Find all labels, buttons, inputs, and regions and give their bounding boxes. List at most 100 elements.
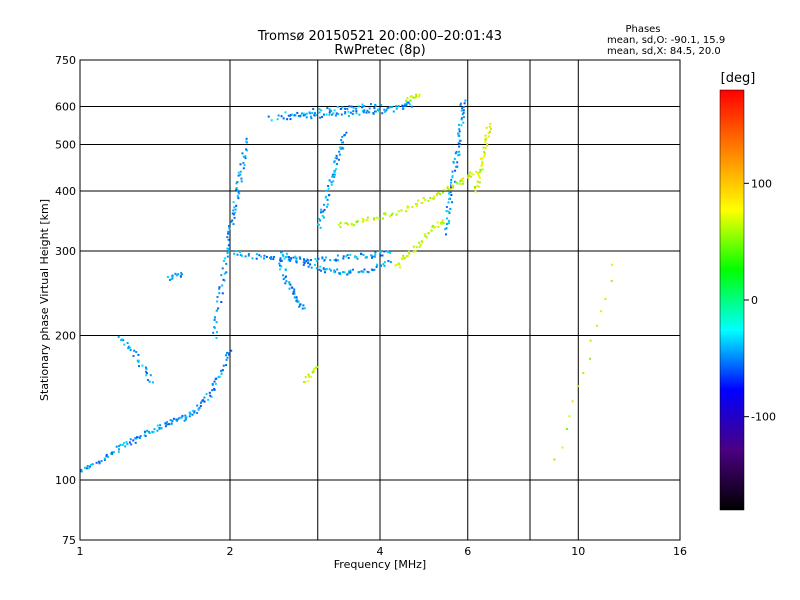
data-point — [291, 286, 294, 289]
data-point — [147, 430, 150, 433]
data-point — [310, 375, 313, 378]
y-tick-label: 300 — [55, 245, 76, 258]
data-point — [375, 216, 378, 219]
data-point — [216, 309, 218, 312]
data-point — [383, 108, 386, 111]
data-point — [477, 175, 480, 177]
data-point — [347, 223, 349, 226]
data-point — [355, 110, 358, 113]
data-point — [305, 260, 308, 263]
data-point — [408, 103, 411, 106]
data-point — [321, 214, 324, 217]
data-point — [486, 143, 489, 146]
data-point — [209, 394, 212, 397]
data-point — [477, 171, 480, 174]
data-point — [287, 256, 290, 258]
data-point — [467, 174, 470, 177]
data-point — [443, 188, 446, 191]
data-point — [485, 126, 488, 129]
data-point — [239, 251, 241, 253]
y-tick-label: 100 — [55, 474, 76, 487]
data-point — [175, 420, 178, 422]
data-point — [378, 110, 381, 113]
data-point — [330, 109, 333, 112]
data-point — [577, 385, 580, 388]
data-point — [189, 411, 192, 414]
data-point — [164, 422, 167, 425]
data-point — [286, 118, 289, 121]
data-point — [462, 121, 465, 124]
data-point — [378, 217, 380, 220]
data-point — [406, 255, 409, 257]
x-tick-label: 16 — [673, 545, 687, 558]
data-point — [241, 254, 243, 257]
data-point — [236, 195, 239, 198]
data-point — [322, 210, 325, 213]
data-point — [389, 106, 391, 109]
data-point — [318, 218, 321, 220]
data-point — [370, 268, 373, 271]
data-point — [470, 172, 473, 175]
data-point — [136, 436, 139, 439]
data-point — [452, 160, 455, 163]
data-point — [159, 424, 162, 427]
data-point — [239, 254, 242, 256]
data-point — [132, 355, 135, 357]
data-point — [395, 213, 398, 216]
data-point — [280, 251, 282, 254]
data-point — [214, 382, 217, 385]
data-point — [235, 204, 238, 207]
data-point — [134, 437, 137, 440]
data-point — [341, 106, 344, 109]
data-point — [361, 106, 364, 109]
data-point — [472, 173, 475, 176]
data-point — [134, 441, 137, 444]
data-point — [326, 205, 328, 208]
data-point — [360, 252, 362, 255]
data-point — [103, 459, 106, 461]
data-point — [127, 347, 130, 350]
data-point — [442, 191, 444, 194]
data-point — [245, 140, 248, 143]
data-point — [402, 254, 405, 257]
data-point — [146, 429, 149, 432]
data-point — [135, 351, 138, 353]
data-point — [418, 245, 421, 248]
data-point — [447, 188, 450, 191]
data-point — [323, 258, 326, 261]
data-point — [225, 262, 228, 265]
data-point — [367, 271, 370, 274]
data-point — [211, 389, 214, 392]
data-point — [395, 105, 398, 108]
data-point — [595, 324, 598, 327]
data-point — [456, 182, 459, 185]
data-point — [295, 296, 298, 299]
data-point — [462, 106, 465, 108]
data-point — [218, 287, 221, 290]
data-point — [457, 142, 460, 145]
chart-title: Tromsø 20150521 20:00:00–20:01:43 — [257, 29, 502, 44]
data-point — [319, 116, 321, 119]
data-point — [288, 281, 291, 284]
data-point — [400, 209, 403, 211]
data-point — [171, 277, 174, 280]
data-point — [387, 106, 390, 109]
data-point — [318, 223, 320, 226]
data-point — [234, 211, 237, 214]
data-point — [470, 175, 472, 178]
data-point — [223, 272, 226, 275]
data-point — [323, 216, 325, 219]
y-tick-labels: 75 100 200 300 400 500 600 750 — [55, 54, 76, 547]
data-point — [238, 192, 241, 195]
data-point — [456, 161, 459, 164]
data-point — [315, 366, 318, 369]
data-point — [357, 105, 360, 108]
data-point — [279, 260, 282, 262]
data-point — [338, 223, 341, 226]
data-point — [318, 268, 321, 271]
data-point — [141, 364, 144, 367]
data-point — [561, 446, 564, 449]
colorbar-tick-label: -100 — [751, 411, 776, 424]
data-point — [314, 114, 317, 117]
data-point — [316, 223, 319, 226]
